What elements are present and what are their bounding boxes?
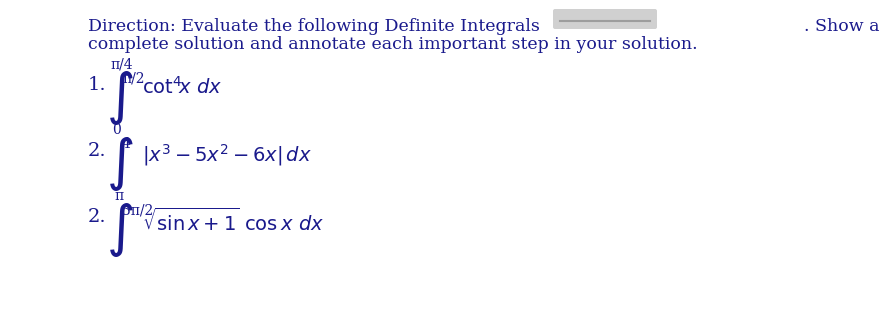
- Text: π: π: [114, 189, 123, 203]
- Text: $\int$: $\int$: [105, 69, 133, 127]
- Text: $\mathrm{cot}^4\!x\ dx$: $\mathrm{cot}^4\!x\ dx$: [142, 76, 223, 98]
- Text: π/2: π/2: [122, 71, 144, 85]
- Text: 2.: 2.: [88, 142, 106, 160]
- FancyBboxPatch shape: [552, 9, 656, 29]
- Text: $|x^3 - 5x^2 - 6x|\,dx$: $|x^3 - 5x^2 - 6x|\,dx$: [142, 142, 312, 168]
- Text: 3π/2: 3π/2: [122, 203, 153, 217]
- Text: 2.: 2.: [88, 208, 106, 226]
- Text: . Show a: . Show a: [804, 18, 879, 35]
- Text: $\int$: $\int$: [105, 201, 133, 259]
- Text: $\int$: $\int$: [105, 135, 133, 193]
- Text: 4: 4: [122, 137, 131, 151]
- Text: 1.: 1.: [88, 76, 106, 94]
- Text: π/4: π/4: [110, 57, 132, 71]
- Text: Direction: Evaluate the following Definite Integrals: Direction: Evaluate the following Defini…: [88, 18, 539, 35]
- Text: 0: 0: [112, 123, 121, 137]
- Text: complete solution and annotate each important step in your solution.: complete solution and annotate each impo…: [88, 36, 696, 53]
- Text: $\sqrt{\sin x + 1}\ \cos x\ dx$: $\sqrt{\sin x + 1}\ \cos x\ dx$: [142, 208, 324, 235]
